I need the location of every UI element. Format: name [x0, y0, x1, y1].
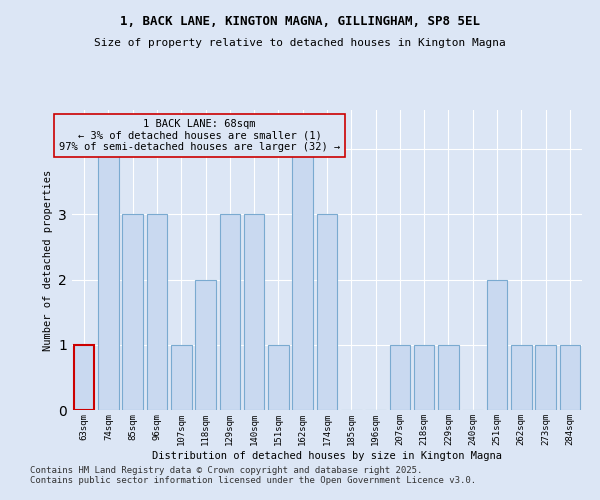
Bar	[292, 149, 313, 410]
Text: 1, BACK LANE, KINGTON MAGNA, GILLINGHAM, SP8 5EL: 1, BACK LANE, KINGTON MAGNA, GILLINGHAM,…	[120, 15, 480, 28]
Bar	[414, 345, 434, 410]
Bar	[98, 149, 119, 410]
Bar	[220, 214, 240, 410]
Text: 1 BACK LANE: 68sqm
← 3% of detached houses are smaller (1)
97% of semi-detached : 1 BACK LANE: 68sqm ← 3% of detached hous…	[59, 119, 340, 152]
Bar	[74, 345, 94, 410]
Bar	[438, 345, 459, 410]
Bar	[487, 280, 508, 410]
Text: Size of property relative to detached houses in Kington Magna: Size of property relative to detached ho…	[94, 38, 506, 48]
Text: Contains HM Land Registry data © Crown copyright and database right 2025.
Contai: Contains HM Land Registry data © Crown c…	[30, 466, 476, 485]
X-axis label: Distribution of detached houses by size in Kington Magna: Distribution of detached houses by size …	[152, 450, 502, 460]
Bar	[122, 214, 143, 410]
Bar	[244, 214, 265, 410]
Bar	[146, 214, 167, 410]
Bar	[195, 280, 216, 410]
Bar	[317, 214, 337, 410]
Bar	[535, 345, 556, 410]
Bar	[511, 345, 532, 410]
Bar	[560, 345, 580, 410]
Bar	[171, 345, 191, 410]
Bar	[268, 345, 289, 410]
Y-axis label: Number of detached properties: Number of detached properties	[43, 170, 53, 350]
Bar	[389, 345, 410, 410]
